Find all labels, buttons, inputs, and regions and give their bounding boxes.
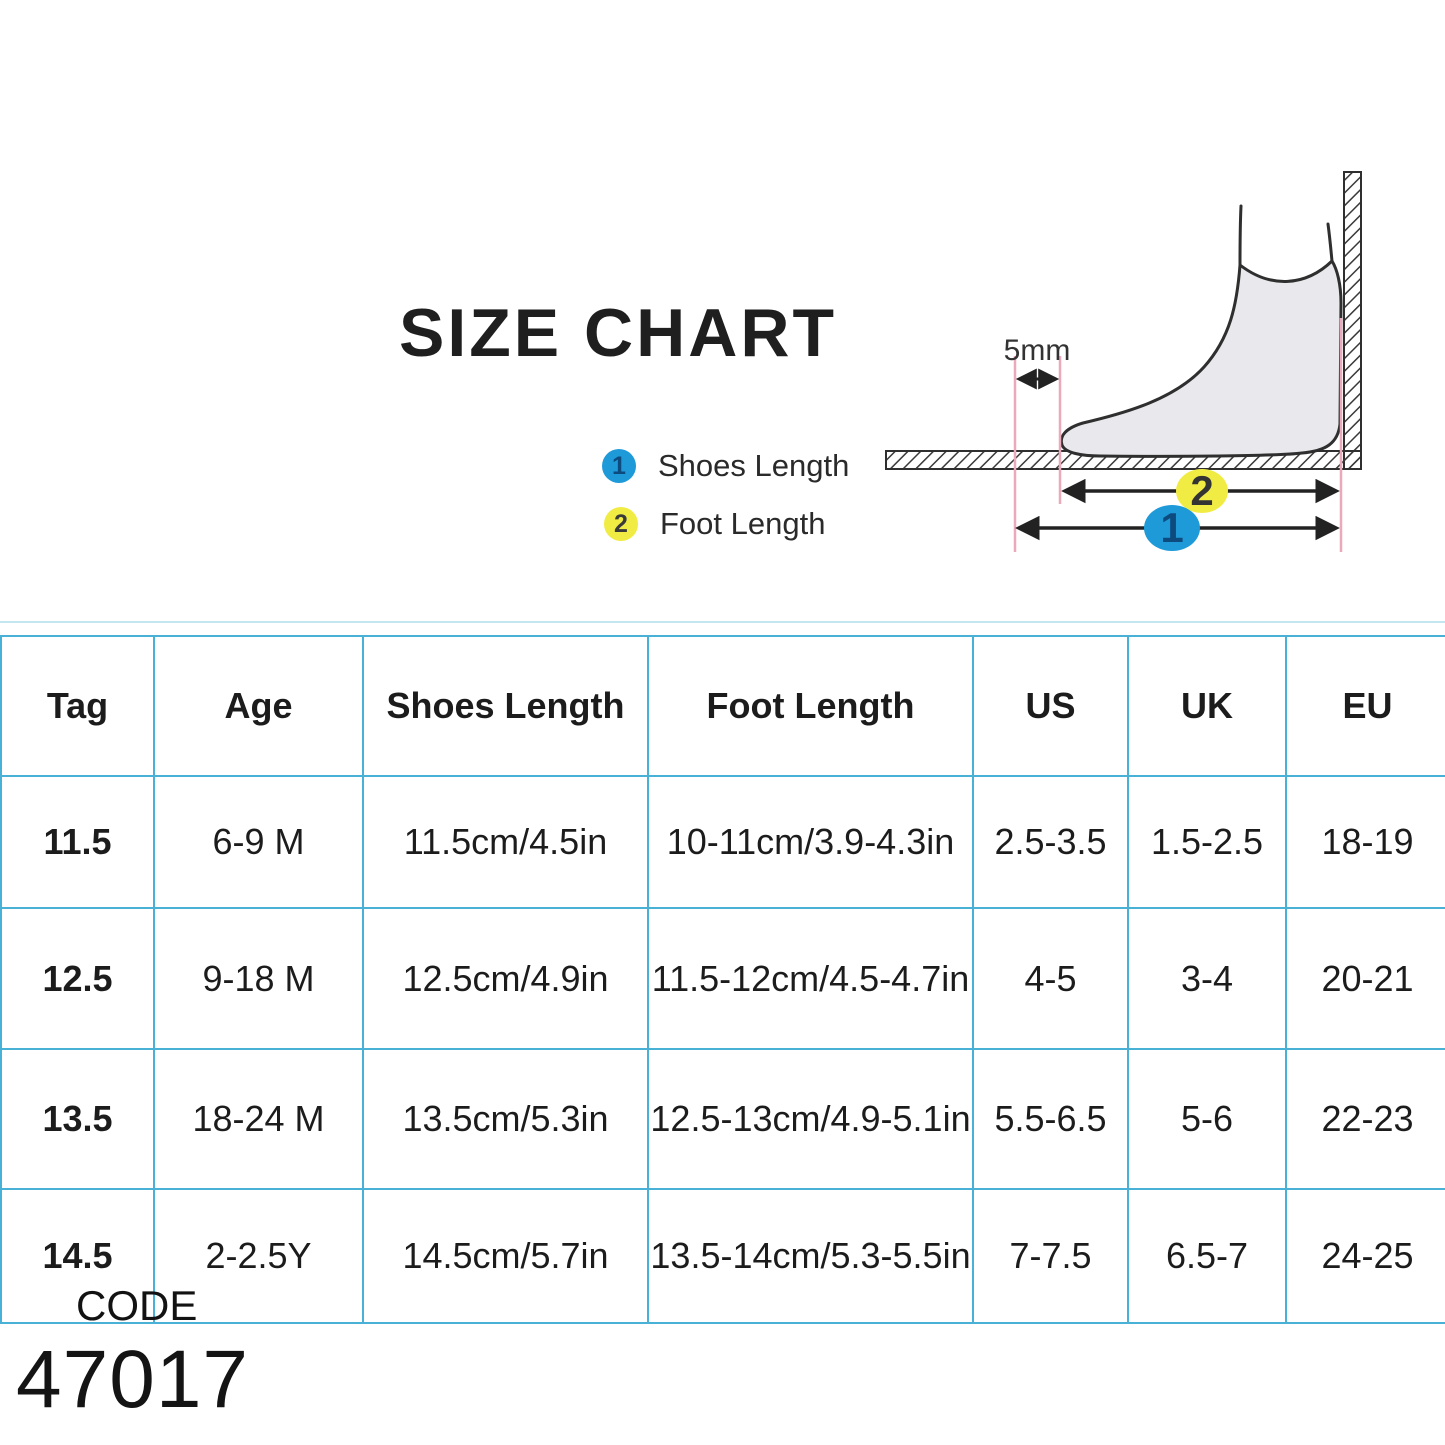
legend-label-foot-length: Foot Length	[660, 506, 826, 541]
table-row: 11.5 6-9 M 11.5cm/4.5in 10-11cm/3.9-4.3i…	[0, 775, 1445, 909]
legend-marker-1-icon: 1	[602, 449, 636, 483]
col-header-uk: UK	[1127, 635, 1287, 777]
table-row: 12.5 9-18 M 12.5cm/4.9in 11.5-12cm/4.5-4…	[0, 907, 1445, 1050]
legend-label-shoes-length: Shoes Length	[658, 448, 850, 483]
leg-contour-lines	[1238, 204, 1334, 267]
size-table: Tag Age Shoes Length Foot Length US UK E…	[0, 635, 1445, 1324]
foot-measurement-diagram: 5mm 2 1	[885, 171, 1362, 552]
table-cell: 12.5cm/4.9in	[362, 907, 649, 1050]
wall-shape	[1343, 171, 1362, 470]
code-value: 47017	[16, 1334, 250, 1425]
col-header-tag: Tag	[0, 635, 155, 777]
col-header-foot-length: Foot Length	[647, 635, 974, 777]
table-cell: 12.5-13cm/4.9-5.1in	[647, 1048, 974, 1190]
table-cell: 1.5-2.5	[1127, 775, 1287, 909]
table-cell: 22-23	[1285, 1048, 1445, 1190]
col-header-shoes-length: Shoes Length	[362, 635, 649, 777]
table-cell: 13.5-14cm/5.3-5.5in	[647, 1188, 974, 1324]
code-label: CODE	[76, 1282, 198, 1329]
table-cell: 5.5-6.5	[972, 1048, 1129, 1190]
table-cell: 2.5-3.5	[972, 775, 1129, 909]
col-header-age: Age	[153, 635, 364, 777]
table-cell: 13.5cm/5.3in	[362, 1048, 649, 1190]
legend-marker-2-icon: 2	[604, 507, 638, 541]
table-cell: 5-6	[1127, 1048, 1287, 1190]
table-row: 14.5 2-2.5Y 14.5cm/5.7in 13.5-14cm/5.3-5…	[0, 1188, 1445, 1324]
five-mm-label: 5mm	[1004, 334, 1071, 367]
table-cell: 12.5	[0, 907, 155, 1050]
table-cell: 14.5	[0, 1188, 155, 1324]
table-cell: 11.5-12cm/4.5-4.7in	[647, 907, 974, 1050]
table-cell: 6-9 M	[153, 775, 364, 909]
table-cell: 10-11cm/3.9-4.3in	[647, 775, 974, 909]
table-cell: 2-2.5Y	[153, 1188, 364, 1324]
page-title: SIZE CHART	[399, 295, 837, 371]
table-cell: 11.5cm/4.5in	[362, 775, 649, 909]
table-cell: 3-4	[1127, 907, 1287, 1050]
header-row: Tag Age Shoes Length Foot Length US UK E…	[0, 635, 1445, 777]
table-cell: 14.5cm/5.7in	[362, 1188, 649, 1324]
shoes-length-marker-num: 1	[1160, 504, 1183, 551]
foot-length-marker-num: 2	[1190, 467, 1213, 514]
shoes-length-marker-icon	[1144, 505, 1200, 551]
foot-length-marker-icon	[1176, 469, 1228, 513]
table-cell: 6.5-7	[1127, 1188, 1287, 1324]
legend-item-foot-length: 2 Foot Length	[604, 506, 825, 542]
col-header-eu: EU	[1285, 635, 1445, 777]
table-cell: 24-25	[1285, 1188, 1445, 1324]
table-cell: 13.5	[0, 1048, 155, 1190]
table-cell: 18-19	[1285, 775, 1445, 909]
table-top-divider	[0, 621, 1445, 623]
table-cell: 7-7.5	[972, 1188, 1129, 1324]
foot-illustration	[1059, 259, 1343, 458]
legend-item-shoes-length: 1 Shoes Length	[602, 448, 849, 484]
table-row: 13.5 18-24 M 13.5cm/5.3in 12.5-13cm/4.9-…	[0, 1048, 1445, 1190]
table-cell: 20-21	[1285, 907, 1445, 1050]
table-cell: 18-24 M	[153, 1048, 364, 1190]
table-cell: 11.5	[0, 775, 155, 909]
col-header-us: US	[972, 635, 1129, 777]
table-cell: 9-18 M	[153, 907, 364, 1050]
table-cell: 4-5	[972, 907, 1129, 1050]
